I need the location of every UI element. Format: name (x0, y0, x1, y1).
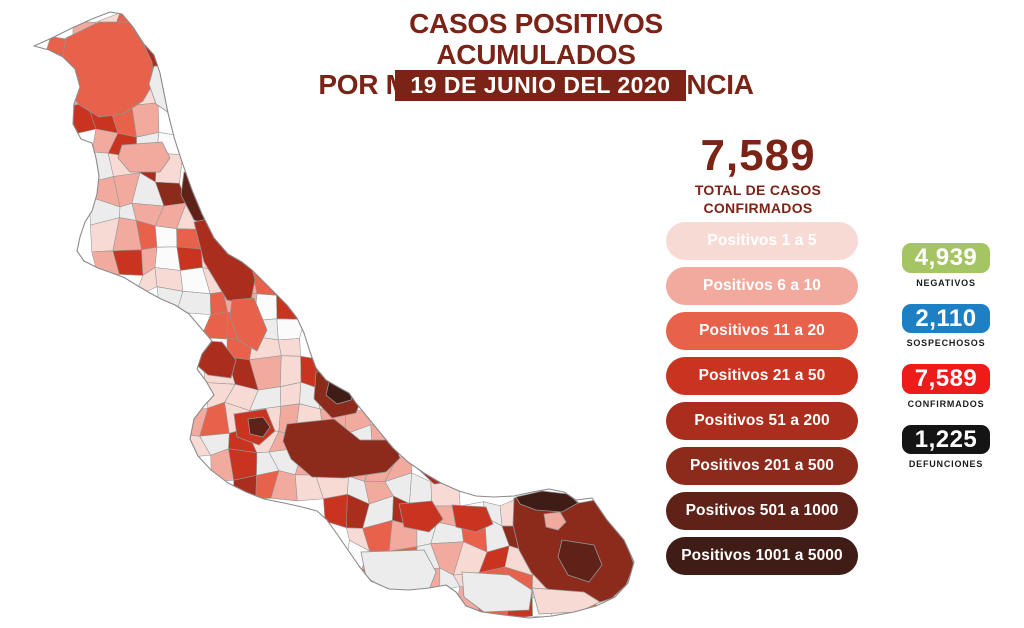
legend-item-positivos-21-50: Positivos 21 a 50 (666, 357, 858, 395)
total-confirmed-value: 7,589 (700, 131, 816, 180)
stat-sospechosos: 2,110 SOSPECHOSOS (876, 303, 1016, 349)
legend-item-positivos-501-1000: Positivos 501 a 1000 (666, 492, 858, 530)
defunciones-badge: 1,225 (901, 424, 991, 455)
title-line-1: CASOS POSITIVOS ACUMULADOS (409, 8, 663, 70)
stats-column: 4,939 NEGATIVOS 2,110 SOSPECHOSOS 7,589 … (876, 243, 1016, 485)
stat-negativos: 4,939 NEGATIVOS (876, 243, 1016, 288)
negativos-badge: 4,939 (901, 243, 991, 273)
legend-item-positivos-1001-5000: Positivos 1001 a 5000 (666, 537, 858, 575)
legend-item-positivos-51-200: Positivos 51 a 200 (666, 402, 858, 440)
total-confirmed-block: 7,589 TOTAL DE CASOS CONFIRMADOS (658, 134, 858, 217)
sospechosos-badge: 2,110 (902, 303, 990, 334)
legend-item-positivos-1-5: Positivos 1 a 5 (666, 222, 858, 260)
legend: Positivos 1 a 5 Positivos 6 a 10 Positiv… (666, 222, 858, 582)
legend-item-positivos-6-10: Positivos 6 a 10 (666, 267, 858, 305)
sospechosos-label: SOSPECHOSOS (906, 338, 986, 349)
date-banner: 19 DE JUNIO DEL 2020 (395, 70, 686, 101)
negativos-label: NEGATIVOS (916, 277, 976, 288)
stat-defunciones: 1,225 DEFUNCIONES (876, 424, 1016, 470)
defunciones-label: DEFUNCIONES (908, 459, 984, 470)
legend-item-positivos-11-20: Positivos 11 a 20 (666, 312, 858, 350)
veracruz-choropleth-map (33, 11, 635, 619)
total-confirmed-label: TOTAL DE CASOS CONFIRMADOS (694, 182, 822, 217)
legend-item-positivos-201-500: Positivos 201 a 500 (666, 447, 858, 485)
confirmados-label: CONFIRMADOS (907, 398, 985, 409)
confirmados-badge: 7,589 (901, 364, 991, 394)
stat-confirmados: 7,589 CONFIRMADOS (876, 364, 1016, 409)
